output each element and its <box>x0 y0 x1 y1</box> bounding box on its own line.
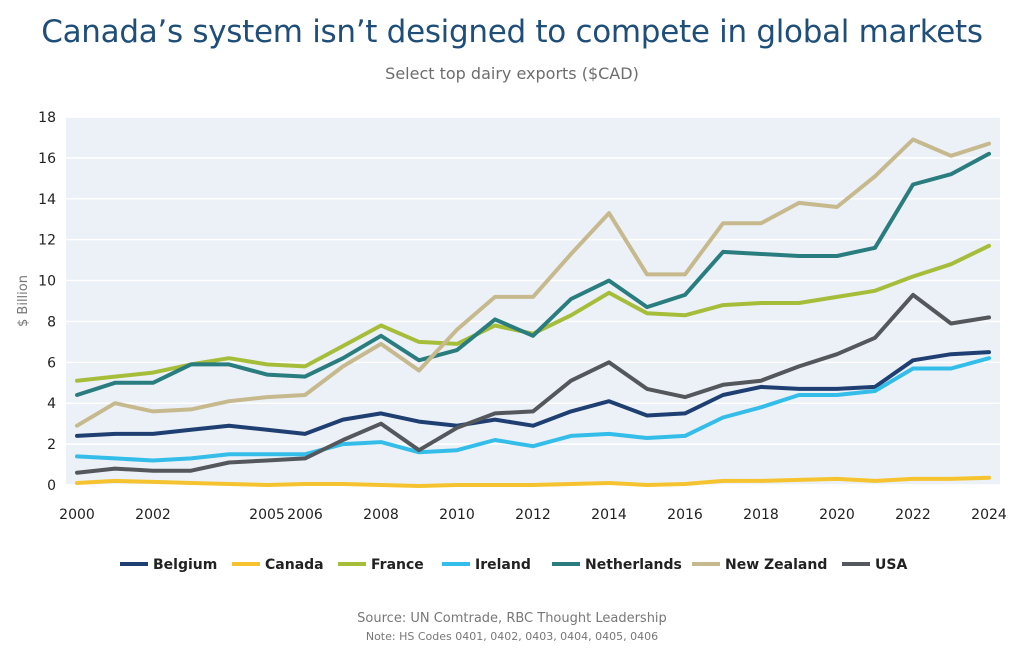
x-tick-label: 2000 <box>59 507 95 523</box>
x-tick-label: 2016 <box>667 507 703 523</box>
y-tick-label: 4 <box>47 396 56 412</box>
series-line-belgium <box>75 350 991 438</box>
y-tick-label: 0 <box>47 478 56 494</box>
x-tick-label: 2006 <box>287 507 323 523</box>
legend-label-netherlands: Netherlands <box>585 557 682 573</box>
legend-label-belgium: Belgium <box>153 557 217 573</box>
x-tick-label: 2010 <box>439 507 475 523</box>
x-tick-label: 2018 <box>743 507 779 523</box>
y-tick-label: 10 <box>38 274 56 290</box>
hs-codes-note: Note: HS Codes 0401, 0402, 0403, 0404, 0… <box>365 630 659 643</box>
x-tick-label: 2002 <box>135 507 171 523</box>
legend-label-france: France <box>371 557 424 573</box>
series-line-usa <box>75 292 991 475</box>
y-tick-label: 2 <box>47 437 56 453</box>
x-tick-label: 2012 <box>515 507 551 523</box>
x-tick-label: 2024 <box>971 507 1007 523</box>
series-line-canada <box>75 475 991 488</box>
y-tick-label: 8 <box>47 314 56 330</box>
y-tick-label: 16 <box>38 151 56 167</box>
y-axis-label: $ Billion <box>16 275 31 327</box>
source-note: Source: UN Comtrade, RBC Thought Leaders… <box>357 611 667 626</box>
y-tick-label: 18 <box>38 110 56 126</box>
line-chart: 0 2 4 6 8 10 12 14 16 18 $ Billion 2000 2002 2005 2006… <box>16 110 1007 573</box>
legend-label-ireland: Ireland <box>475 557 531 573</box>
y-tick-label: 12 <box>38 233 56 249</box>
legend-label-new-zealand: New Zealand <box>725 557 827 573</box>
series-line-new-zealand <box>75 137 991 428</box>
x-tick-label: 2014 <box>591 507 627 523</box>
x-tick-label: 2005 <box>249 507 285 523</box>
y-tick-label: 6 <box>47 355 56 371</box>
x-tick-label: 2022 <box>895 507 931 523</box>
series-line-ireland <box>75 356 991 463</box>
chart-subtitle: Select top dairy exports ($CAD) <box>385 64 639 83</box>
series-line-netherlands <box>75 151 991 397</box>
y-tick-label: 14 <box>38 192 56 208</box>
legend-label-usa: USA <box>875 557 907 573</box>
chart-title: Canada’s system isn’t designed to compet… <box>41 14 983 50</box>
legend-label-canada: Canada <box>265 557 324 573</box>
x-tick-label: 2020 <box>819 507 855 523</box>
x-tick-label: 2008 <box>363 507 399 523</box>
